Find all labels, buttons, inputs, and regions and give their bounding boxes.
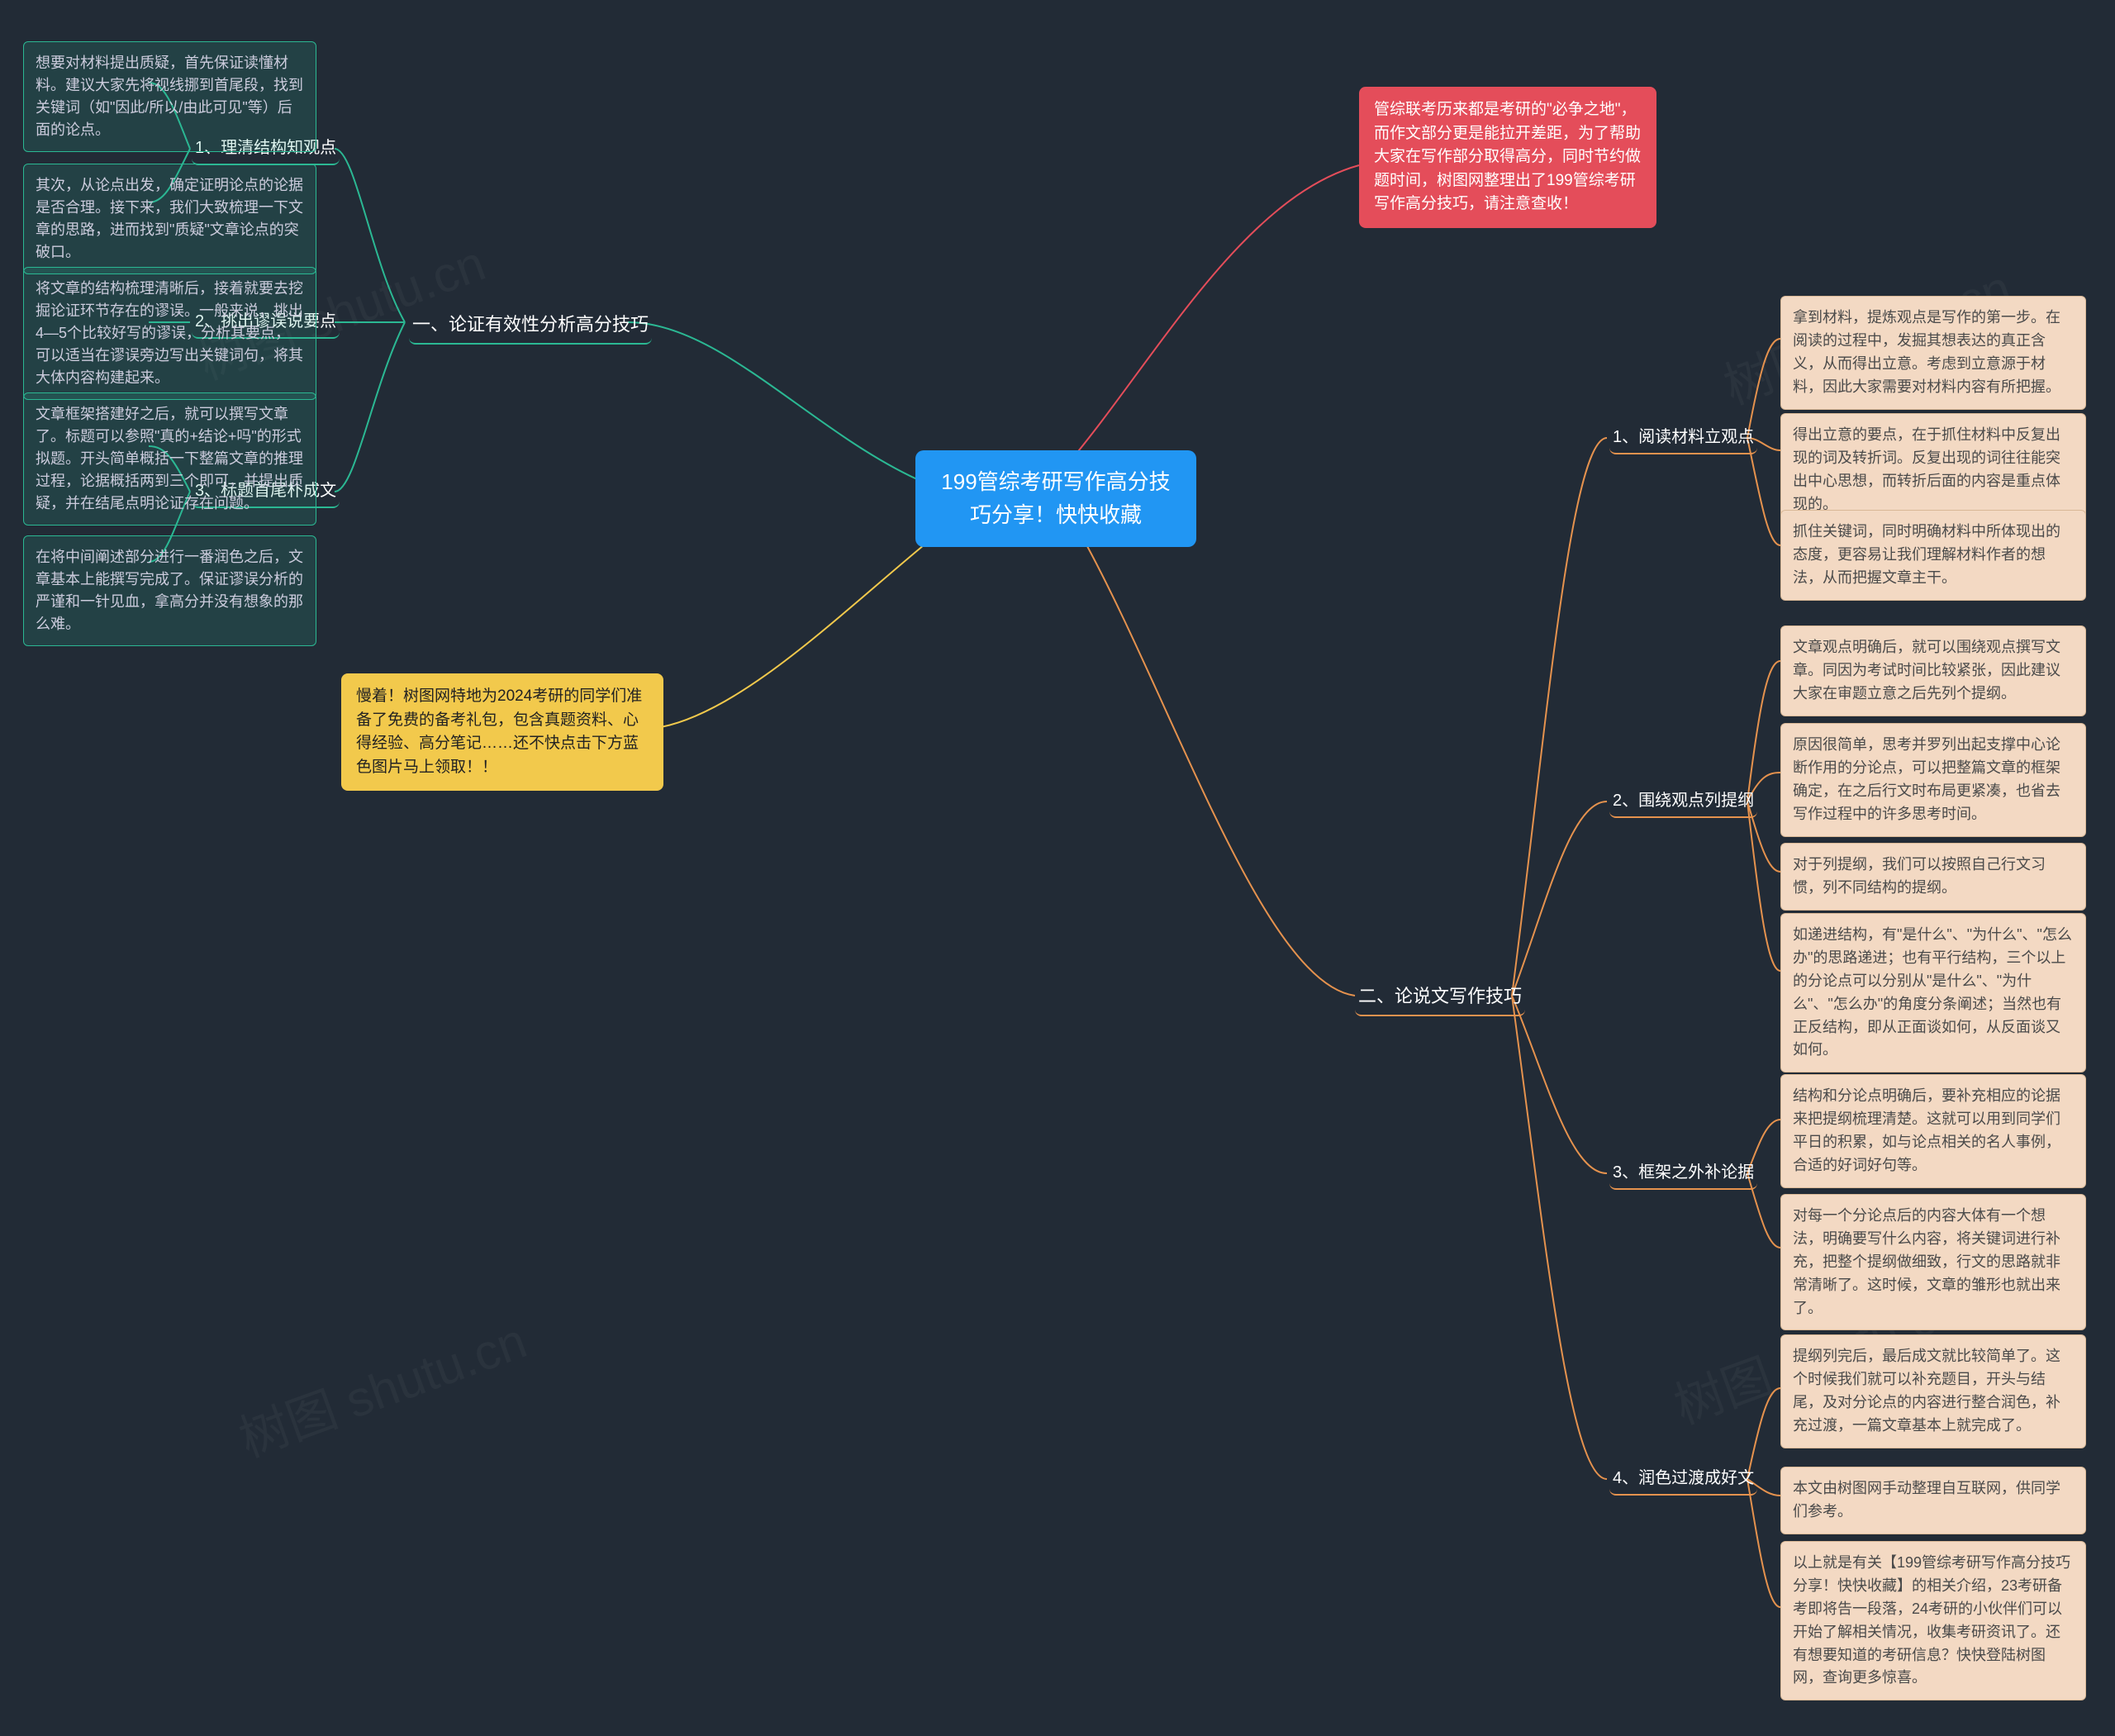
branch-2-sub-4[interactable]: 4、润色过渡成好文 xyxy=(1609,1463,1757,1496)
branch-1[interactable]: 一、论证有效性分析高分技巧 xyxy=(409,306,652,345)
leaf: 对于列提纲，我们可以按照自己行文习惯，列不同结构的提纲。 xyxy=(1780,843,2086,911)
branch-2[interactable]: 二、论说文写作技巧 xyxy=(1355,977,1525,1016)
promo-note: 慢着！树图网特地为2024考研的同学们准备了免费的备考礼包，包含真题资料、心得经… xyxy=(341,673,663,791)
leaf: 拿到材料，提炼观点是写作的第一步。在阅读的过程中，发掘其想表达的真正含义，从而得… xyxy=(1780,296,2086,410)
leaf: 文章观点明确后，就可以围绕观点撰写文章。同因为考试时间比较紧张，因此建议大家在审… xyxy=(1780,625,2086,716)
root-node[interactable]: 199管综考研写作高分技巧分享！快快收藏 xyxy=(915,450,1196,547)
leaf: 在将中间阐述部分进行一番润色之后，文章基本上能撰写完成了。保证谬误分析的严谨和一… xyxy=(23,535,316,646)
leaf: 对每一个分论点后的内容大体有一个想法，明确要写什么内容，将关键词进行补充，把整个… xyxy=(1780,1194,2086,1330)
branch-2-sub-1[interactable]: 1、阅读材料立观点 xyxy=(1609,421,1757,454)
leaf: 如递进结构，有"是什么"、"为什么"、"怎么办"的思路递进；也有平行结构，三个以… xyxy=(1780,913,2086,1073)
leaf: 文章框架搭建好之后，就可以撰写文章了。标题可以参照"真的+结论+吗"的形式拟题。… xyxy=(23,392,316,526)
leaf: 其次，从论点出发，确定证明论点的论据是否合理。接下来，我们大致梳理一下文章的思路… xyxy=(23,164,316,274)
leaf: 将文章的结构梳理清晰后，接着就要去挖掘论证环节存在的谬误。一般来说，挑出4—5个… xyxy=(23,267,316,400)
leaf: 抓住关键词，同时明确材料中所体现出的态度，更容易让我们理解材料作者的想法，从而把… xyxy=(1780,510,2086,601)
leaf: 提纲列完后，最后成文就比较简单了。这个时候我们就可以补充题目，开头与结尾，及对分… xyxy=(1780,1334,2086,1448)
watermark: 树图 shutu.cn xyxy=(228,1301,535,1471)
branch-2-sub-2[interactable]: 2、围绕观点列提纲 xyxy=(1609,785,1757,818)
leaf: 想要对材料提出质疑，首先保证读懂材料。建议大家先将视线挪到首尾段，找到关键词（如… xyxy=(23,41,316,152)
leaf: 以上就是有关【199管综考研写作高分技巧分享！快快收藏】的相关介绍，23考研备考… xyxy=(1780,1541,2086,1700)
branch-2-sub-3[interactable]: 3、框架之外补论据 xyxy=(1609,1157,1757,1190)
leaf: 结构和分论点明确后，要补充相应的论据来把提纲梳理清楚。这就可以用到同学们平日的积… xyxy=(1780,1074,2086,1188)
leaf: 原因很简单，思考并罗列出起支撑中心论断作用的分论点，可以把整篇文章的框架确定，在… xyxy=(1780,723,2086,837)
intro-note: 管综联考历来都是考研的"必争之地"，而作文部分更是能拉开差距，为了帮助大家在写作… xyxy=(1359,87,1656,228)
leaf: 本文由树图网手动整理自互联网，供同学们参考。 xyxy=(1780,1467,2086,1534)
